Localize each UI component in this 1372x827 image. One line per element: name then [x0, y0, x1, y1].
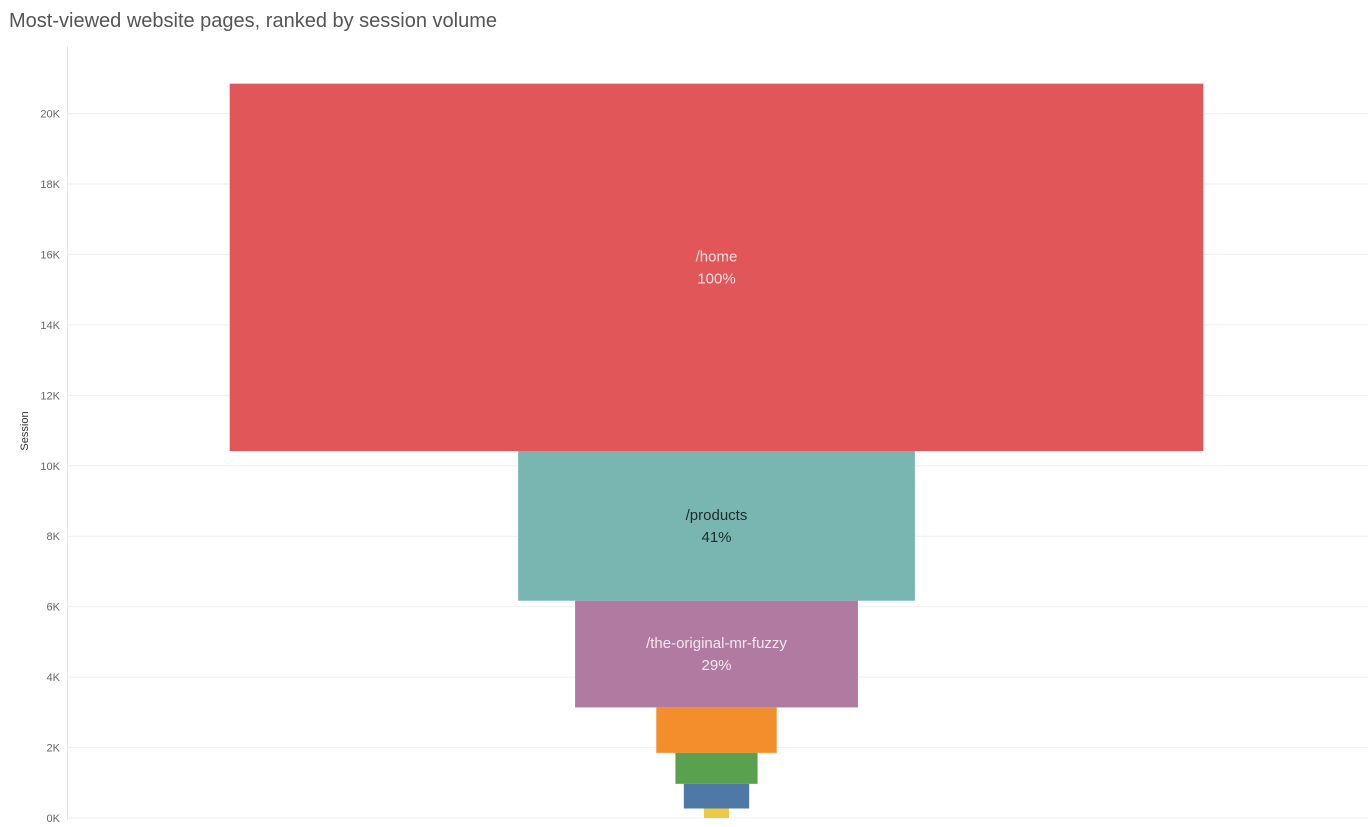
y-tick-label: 4K [47, 672, 61, 684]
y-tick-label: 2K [47, 743, 61, 755]
segment-percent-label: 29% [701, 657, 731, 674]
y-tick-label: 14K [40, 320, 60, 332]
chart-title: Most-viewed website pages, ranked by ses… [9, 10, 498, 32]
y-tick-label: 18K [40, 179, 60, 191]
segment-percent-label: 41% [701, 529, 731, 546]
y-tick-label: 20K [40, 109, 60, 121]
y-tick-label: 8K [47, 531, 61, 543]
y-tick-label: 0K [47, 813, 61, 825]
y-tick-label: 16K [40, 249, 60, 261]
funnel-segment[interactable] [518, 451, 915, 601]
funnel-segment[interactable] [683, 783, 750, 809]
funnel-segment[interactable] [575, 600, 858, 708]
y-tick-label: 12K [40, 390, 60, 402]
funnel-segment[interactable] [229, 83, 1204, 452]
funnel-segment[interactable] [703, 808, 730, 818]
funnel-segment[interactable] [656, 707, 777, 753]
segment-page-label: /products [686, 507, 748, 524]
funnel-segments [229, 83, 1204, 818]
segment-percent-label: 100% [697, 270, 735, 287]
y-tick-label: 6K [47, 602, 61, 614]
y-axis-title: Session [19, 411, 31, 450]
funnel-labels: /home 100% /products 41% /the-original-mr-fu… [646, 248, 787, 674]
funnel-segment[interactable] [675, 752, 758, 784]
segment-page-label: /home [696, 248, 738, 265]
y-tick-label: 10K [40, 461, 60, 473]
y-axis-ticks: 0K 2K 4K 6K 8K 10K 12K 14K 16K 18K 20K [40, 109, 60, 825]
segment-page-label: /the-original-mr-fuzzy [646, 635, 787, 652]
